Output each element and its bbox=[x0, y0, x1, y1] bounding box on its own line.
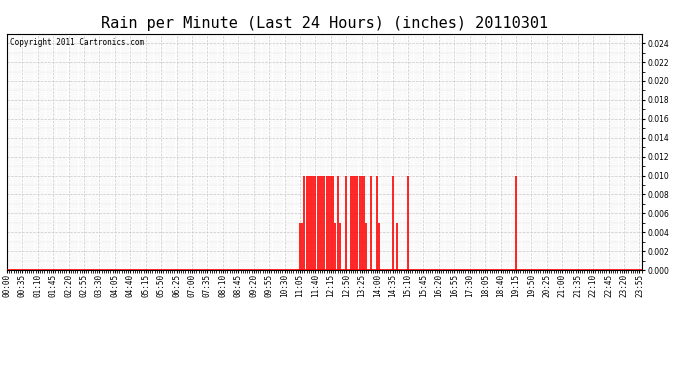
Text: Copyright 2011 Cartronics.com: Copyright 2011 Cartronics.com bbox=[10, 39, 144, 48]
Title: Rain per Minute (Last 24 Hours) (inches) 20110301: Rain per Minute (Last 24 Hours) (inches)… bbox=[101, 16, 548, 31]
